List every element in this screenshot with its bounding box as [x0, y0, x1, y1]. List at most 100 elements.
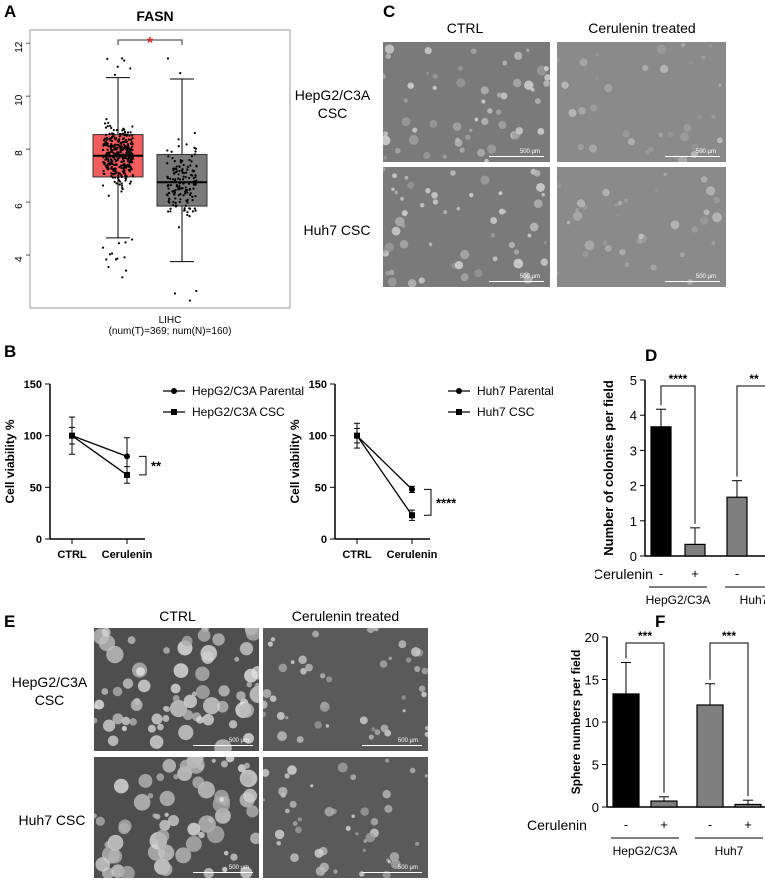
panel-f-bar-3 — [734, 803, 762, 808]
panel-f-ytick-label: 10 — [585, 715, 599, 730]
panel-b-right-ytick-label: 0 — [321, 534, 327, 546]
panel-b-left-ytick-label: 0 — [36, 534, 42, 546]
panel-b-left-legend-label: HepG2/C3A CSC — [192, 405, 285, 419]
panel-b-right-legend-label: Huh7 CSC — [477, 405, 535, 419]
panel-d-ytick-label: 4 — [630, 408, 637, 423]
panel-d-bracket — [660, 385, 696, 524]
panel-d-bracket — [736, 385, 765, 477]
panel-c-row-hepg2: HepG2/C3A CSC — [294, 87, 371, 121]
panel-d-ytick-label: 2 — [630, 479, 637, 494]
panel-a-title: FASN — [136, 8, 174, 24]
panel-e-row-huh7: Huh7 CSC — [18, 812, 86, 828]
panel-f-bar-2 — [696, 704, 724, 808]
panel-a-bracket — [117, 39, 183, 45]
panel-e-image-hepg2-ctrl: 500 µm — [94, 628, 259, 751]
panel-a-points-N — [166, 57, 198, 302]
panel-d-bar-0 — [650, 426, 672, 557]
panel-letter-f: F — [655, 612, 666, 631]
panel-c-image-hepg2-treated: 500 µm — [557, 42, 726, 162]
panel-d-treatment-label: Cerulenin — [595, 566, 653, 582]
panel-b-right-legend-label: Huh7 Parental — [477, 384, 554, 398]
panel-b-left-point — [124, 453, 130, 460]
panel-b-left-point — [124, 471, 130, 478]
panel-d-ytick-label: 3 — [630, 443, 637, 458]
panel-f-bar-1 — [650, 800, 678, 808]
panel-b-right-bracket — [424, 488, 432, 516]
panel-b-left-series-0 — [71, 435, 128, 457]
panel-f-bracket — [625, 642, 665, 793]
panel-d-group-label: Huh7 — [740, 593, 765, 607]
panel-f-ytick-label: 15 — [585, 673, 599, 688]
panel-f-ytick-label: 0 — [592, 800, 599, 815]
panel-a-ytick-label: 10 — [14, 94, 25, 106]
panel-c-image-huh7-ctrl: 500 µm — [383, 167, 550, 287]
panel-f-treatment-label: Cerulenin — [527, 817, 587, 833]
panel-d-group-label: HepG2/C3A — [646, 593, 711, 607]
panel-c-image-huh7-treated: 500 µm — [557, 167, 726, 287]
panel-f-sign-label: + — [744, 817, 752, 832]
panel-d-bar-1 — [684, 543, 706, 557]
panel-b-right-ytick-label: 150 — [309, 379, 327, 391]
panel-b-left-legend-label: HepG2/C3A Parental — [192, 384, 304, 398]
panel-f-ytick-label: 5 — [592, 758, 599, 773]
panel-b-right-point — [409, 512, 415, 519]
panel-b-right-significance: **** — [436, 495, 457, 510]
panel-b-right-ytick-label: 50 — [315, 482, 327, 494]
panel-a-boxplot: 4 6 8 10 12 * — [14, 29, 291, 309]
panel-b-right-xtick-label: CTRL — [342, 549, 372, 561]
panel-f-significance: *** — [722, 629, 736, 643]
panel-b-right-series-1 — [356, 435, 413, 516]
panel-e-row-hepg2: HepG2/C3A CSC — [11, 674, 88, 708]
panel-f-sign-label: + — [660, 817, 668, 832]
panel-b-left-series-1 — [71, 435, 128, 476]
panel-b-right-legend-marker — [456, 388, 462, 394]
panel-b-left-ytick-label: 50 — [30, 482, 42, 494]
panel-f-ylabel: Sphere numbers per field — [569, 650, 583, 795]
panel-b-left-xtick-label: Cerulenin — [102, 549, 153, 561]
panel-b-left-ytick-label: 150 — [24, 379, 42, 391]
panel-a-points-T — [101, 57, 135, 279]
panel-b-right-xtick-label: Cerulenin — [387, 549, 438, 561]
panel-f-bracket — [709, 642, 749, 797]
panel-f-significance: *** — [638, 629, 652, 643]
panel-b-left-bracket — [139, 455, 147, 476]
panel-b-left-legend-marker — [171, 409, 177, 415]
panel-b-left-ylabel: Cell viability % — [3, 419, 17, 503]
panel-a-xlabel-1: LIHC — [158, 315, 182, 326]
panel-b-right-legend-marker — [456, 409, 462, 415]
panel-d-sign-label: - — [659, 566, 663, 581]
panel-c-row-huh7: Huh7 CSC — [303, 222, 371, 238]
panel-a-ytick-label: 12 — [14, 41, 25, 53]
panel-d-ytick-label: 1 — [630, 514, 637, 529]
panel-a-significance: * — [147, 35, 154, 52]
panel-a-ytick-label: 4 — [14, 256, 25, 262]
panel-e-col-treated: Cerulenin treated — [291, 608, 400, 624]
panel-a-box-N — [156, 153, 208, 207]
panel-letter-b: B — [4, 342, 17, 361]
panel-d-significance: **** — [669, 372, 688, 386]
panel-c-col-ctrl: CTRL — [446, 20, 484, 36]
panel-d-ytick-label: 0 — [630, 549, 637, 564]
panel-letter-a: A — [4, 2, 17, 21]
panel-b-right-point — [409, 486, 415, 493]
panel-b-right-series-0 — [356, 435, 413, 490]
panel-e-image-huh7-ctrl: 500 µm — [94, 757, 259, 878]
panel-letter-d: D — [645, 346, 658, 365]
panel-a-ytick-label: 6 — [14, 203, 25, 209]
panel-e-col-ctrl: CTRL — [159, 608, 196, 624]
panel-a-xlabel-2: (num(T)=369; num(N)=160) — [108, 326, 232, 337]
panel-f-group-label: Huh7 — [715, 844, 744, 858]
panel-b-left-significance: ** — [151, 459, 162, 474]
panel-c-image-hepg2-ctrl: 500 µm — [383, 42, 550, 162]
panel-b-left-xtick-label: CTRL — [57, 549, 87, 561]
panel-b-left-point — [69, 432, 75, 439]
panel-d-significance: ** — [749, 372, 759, 386]
panel-a-ytick-label: 8 — [14, 150, 25, 156]
panel-f-sign-label: - — [624, 817, 628, 832]
panel-d-sign-label: + — [691, 566, 699, 581]
panel-b-left-legend-marker — [171, 388, 177, 394]
panel-letter-c: C — [383, 2, 396, 21]
panel-d-sign-label: - — [735, 566, 739, 581]
